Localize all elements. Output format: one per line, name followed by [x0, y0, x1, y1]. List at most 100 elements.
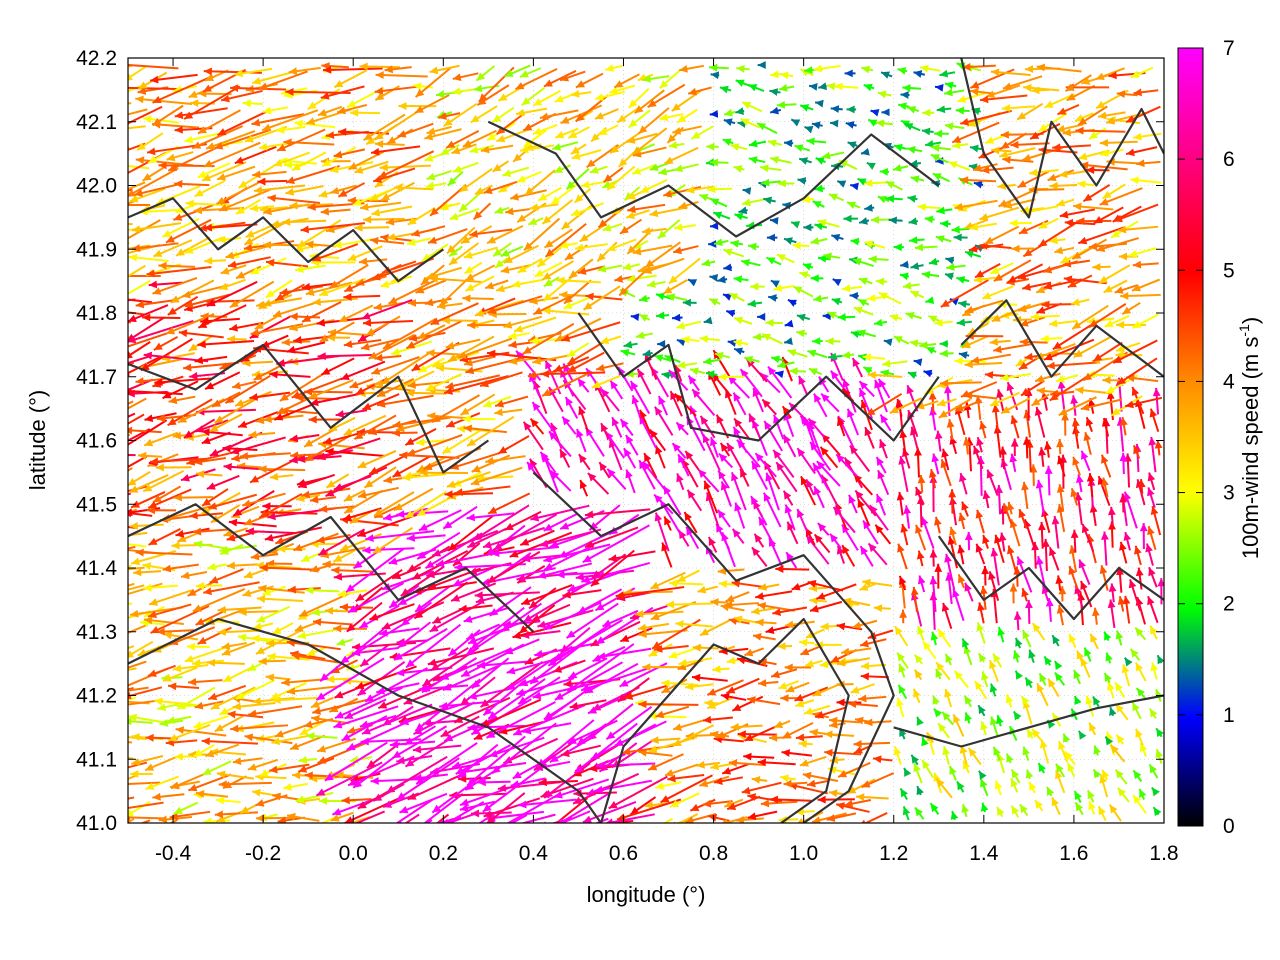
wind-vector-head: [643, 266, 653, 274]
wind-vector-head: [1022, 154, 1032, 162]
wind-vector-head: [1093, 216, 1103, 224]
wind-vector: [553, 619, 623, 662]
wind-vector-head: [337, 589, 347, 598]
wind-vector-head: [1115, 703, 1124, 713]
wind-vector: [146, 266, 212, 276]
wind-vector-head: [172, 664, 182, 673]
wind-vector-head: [470, 114, 480, 123]
wind-vector-head: [1135, 728, 1143, 738]
wind-vector-head: [1099, 138, 1109, 147]
wind-vector-head: [486, 547, 496, 556]
wind-vector-head: [357, 687, 367, 696]
wind-vector: [183, 361, 239, 370]
wind-vector: [430, 302, 479, 326]
wind-vector-head: [1155, 749, 1164, 759]
wind-vector-head: [591, 133, 600, 142]
wind-vector-head: [439, 297, 449, 306]
wind-vector-head: [540, 370, 550, 378]
wind-vector-head: [501, 623, 511, 632]
wind-vector-head: [690, 803, 700, 812]
wind-vector: [218, 781, 272, 786]
wind-vector-head: [332, 808, 342, 816]
wind-vector: [522, 722, 572, 733]
wind-vector-head: [930, 803, 939, 813]
wind-vector-head: [343, 340, 353, 348]
wind-vector-head: [733, 165, 743, 173]
wind-vector-head: [404, 737, 414, 745]
wind-vector-head: [150, 626, 160, 634]
wind-vector: [544, 687, 591, 722]
wind-vector-head: [1085, 695, 1093, 705]
wind-vector: [454, 485, 511, 495]
wind-vector: [497, 781, 561, 790]
wind-vector-head: [561, 221, 571, 230]
wind-vector-head: [249, 393, 258, 401]
wind-vector-head: [188, 783, 198, 792]
wind-vector-head: [630, 381, 639, 390]
wind-vector: [457, 337, 513, 359]
wind-vector-head: [1076, 217, 1085, 226]
wind-vector: [584, 526, 639, 548]
wind-vector-head: [293, 336, 302, 344]
wind-vector-head: [980, 802, 989, 812]
wind-vector-head: [842, 545, 850, 555]
wind-vector-head: [247, 663, 257, 671]
wind-vector-head: [757, 602, 767, 610]
wind-vector-head: [494, 408, 503, 417]
wind-vector-head: [733, 426, 741, 436]
wind-vector-head: [747, 696, 756, 704]
wind-vector-head: [262, 123, 272, 132]
wind-vector-head: [244, 733, 254, 742]
wind-vector-head: [921, 737, 929, 747]
wind-vector-head: [187, 588, 197, 596]
wind-vector-head: [775, 370, 784, 379]
wind-vector-head: [670, 799, 680, 807]
wind-vector: [217, 108, 271, 137]
wind-vector-head: [860, 546, 869, 556]
wind-vector-head: [289, 455, 299, 464]
wind-vector-head: [676, 422, 685, 432]
wind-vector-head: [467, 723, 476, 732]
wind-vector-head: [810, 274, 819, 283]
wind-vector-head: [340, 543, 350, 552]
wind-vector-head: [297, 239, 307, 248]
wind-vector-head: [900, 788, 909, 798]
wind-vector-head: [742, 187, 752, 195]
wind-vector-head: [853, 746, 863, 754]
wind-vector-head: [828, 193, 838, 201]
wind-vector-head: [198, 224, 208, 232]
wind-vector-head: [567, 683, 577, 692]
wind-vector-head: [424, 132, 434, 141]
wind-vector-head: [1148, 567, 1156, 577]
wind-vector-head: [1101, 531, 1109, 540]
wind-vector-head: [1150, 506, 1159, 515]
wind-vector: [544, 222, 587, 258]
wind-vector: [486, 550, 541, 584]
wind-vector-head: [910, 586, 919, 596]
wind-vector-head: [401, 473, 411, 482]
wind-vector-head: [329, 165, 339, 174]
wind-vector-head: [794, 694, 804, 702]
wind-vector-head: [972, 164, 982, 172]
wind-vector-head: [333, 554, 343, 562]
wind-vector-head: [726, 686, 736, 694]
wind-vector: [487, 295, 543, 314]
wind-vector: [203, 223, 258, 230]
wind-vector-head: [780, 774, 789, 783]
wind-vector-head: [543, 523, 553, 531]
wind-vector-head: [350, 108, 359, 117]
wind-vector-head: [129, 195, 139, 203]
wind-vector-head: [276, 359, 285, 367]
wind-vector: [131, 222, 182, 232]
wind-vector: [393, 627, 448, 661]
wind-vector-head: [1086, 473, 1095, 482]
wind-vector-head: [777, 360, 786, 369]
wind-vector-head: [203, 817, 212, 823]
wind-vector-head: [350, 515, 360, 524]
wind-vector-head: [1151, 787, 1160, 797]
wind-vector-head: [363, 215, 372, 224]
wind-vector-head: [936, 398, 946, 407]
wind-vector: [445, 374, 500, 389]
wind-vector: [128, 125, 146, 130]
wind-vector-head: [137, 142, 146, 151]
